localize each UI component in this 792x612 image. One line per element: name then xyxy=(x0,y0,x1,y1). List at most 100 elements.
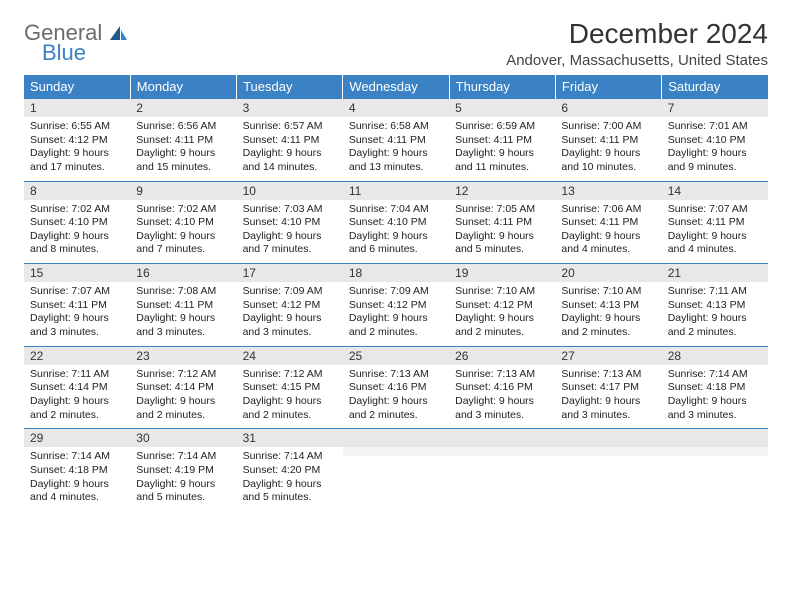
sunset-line: Sunset: 4:10 PM xyxy=(668,134,762,148)
daylight-line: Daylight: 9 hours and 2 minutes. xyxy=(349,395,443,422)
sail-icon xyxy=(108,24,128,49)
day-number: 18 xyxy=(343,264,449,282)
week-daynum-row: 15161718192021 xyxy=(24,264,768,283)
day-details: Sunrise: 7:04 AMSunset: 4:10 PMDaylight:… xyxy=(343,200,449,264)
calendar-page: General Blue December 2024 Andover, Mass… xyxy=(0,0,792,529)
daylight-line: Daylight: 9 hours and 7 minutes. xyxy=(136,230,230,257)
sunrise-line: Sunrise: 6:58 AM xyxy=(349,120,443,134)
week-content-row: Sunrise: 7:02 AMSunset: 4:10 PMDaylight:… xyxy=(24,200,768,264)
day-number-cell xyxy=(343,429,449,448)
sunrise-line: Sunrise: 7:10 AM xyxy=(455,285,549,299)
location-subtitle: Andover, Massachusetts, United States xyxy=(506,52,768,69)
daylight-line: Daylight: 9 hours and 5 minutes. xyxy=(136,478,230,505)
daylight-line: Daylight: 9 hours and 3 minutes. xyxy=(243,312,337,339)
day-details: Sunrise: 7:06 AMSunset: 4:11 PMDaylight:… xyxy=(555,200,661,264)
sunset-line: Sunset: 4:12 PM xyxy=(243,299,337,313)
daylight-line: Daylight: 9 hours and 2 minutes. xyxy=(136,395,230,422)
sunrise-line: Sunrise: 7:11 AM xyxy=(668,285,762,299)
sunrise-line: Sunrise: 7:09 AM xyxy=(243,285,337,299)
day-header: Monday xyxy=(130,75,236,99)
day-number-cell: 23 xyxy=(130,346,236,365)
sunset-line: Sunset: 4:19 PM xyxy=(136,464,230,478)
sunrise-line: Sunrise: 6:56 AM xyxy=(136,120,230,134)
sunset-line: Sunset: 4:10 PM xyxy=(30,216,124,230)
day-cell: Sunrise: 7:11 AMSunset: 4:13 PMDaylight:… xyxy=(662,282,768,346)
day-number-cell: 21 xyxy=(662,264,768,283)
day-number-cell: 27 xyxy=(555,346,661,365)
sunrise-line: Sunrise: 6:57 AM xyxy=(243,120,337,134)
day-number: 7 xyxy=(662,99,768,117)
daylight-line: Daylight: 9 hours and 17 minutes. xyxy=(30,147,124,174)
day-cell: Sunrise: 6:57 AMSunset: 4:11 PMDaylight:… xyxy=(237,117,343,181)
day-details: Sunrise: 7:11 AMSunset: 4:13 PMDaylight:… xyxy=(662,282,768,346)
week-daynum-row: 891011121314 xyxy=(24,181,768,200)
sunset-line: Sunset: 4:12 PM xyxy=(30,134,124,148)
sunset-line: Sunset: 4:11 PM xyxy=(668,216,762,230)
day-number-cell xyxy=(662,429,768,448)
sunrise-line: Sunrise: 7:09 AM xyxy=(349,285,443,299)
day-cell: Sunrise: 7:12 AMSunset: 4:14 PMDaylight:… xyxy=(130,365,236,429)
day-cell: Sunrise: 7:04 AMSunset: 4:10 PMDaylight:… xyxy=(343,200,449,264)
day-number-cell: 29 xyxy=(24,429,130,448)
sunset-line: Sunset: 4:10 PM xyxy=(349,216,443,230)
day-cell: Sunrise: 7:01 AMSunset: 4:10 PMDaylight:… xyxy=(662,117,768,181)
sunset-line: Sunset: 4:11 PM xyxy=(349,134,443,148)
daylight-line: Daylight: 9 hours and 11 minutes. xyxy=(455,147,549,174)
month-title: December 2024 xyxy=(506,18,768,50)
day-number: 21 xyxy=(662,264,768,282)
day-number-cell: 6 xyxy=(555,99,661,118)
sunrise-line: Sunrise: 7:04 AM xyxy=(349,203,443,217)
sunrise-line: Sunrise: 7:06 AM xyxy=(561,203,655,217)
day-number: 27 xyxy=(555,347,661,365)
brand-logo: General Blue xyxy=(24,22,128,64)
daylight-line: Daylight: 9 hours and 2 minutes. xyxy=(349,312,443,339)
day-details: Sunrise: 7:11 AMSunset: 4:14 PMDaylight:… xyxy=(24,365,130,429)
week-daynum-row: 293031 xyxy=(24,429,768,448)
daylight-line: Daylight: 9 hours and 4 minutes. xyxy=(668,230,762,257)
day-number-cell: 10 xyxy=(237,181,343,200)
day-details: Sunrise: 7:13 AMSunset: 4:16 PMDaylight:… xyxy=(449,365,555,429)
day-number: 19 xyxy=(449,264,555,282)
daylight-line: Daylight: 9 hours and 2 minutes. xyxy=(243,395,337,422)
sunset-line: Sunset: 4:11 PM xyxy=(30,299,124,313)
calendar-table: SundayMondayTuesdayWednesdayThursdayFrid… xyxy=(24,75,768,511)
day-details: Sunrise: 6:59 AMSunset: 4:11 PMDaylight:… xyxy=(449,117,555,181)
day-details xyxy=(343,447,449,456)
daylight-line: Daylight: 9 hours and 8 minutes. xyxy=(30,230,124,257)
day-number-cell: 5 xyxy=(449,99,555,118)
daylight-line: Daylight: 9 hours and 4 minutes. xyxy=(30,478,124,505)
daylight-line: Daylight: 9 hours and 3 minutes. xyxy=(30,312,124,339)
sunset-line: Sunset: 4:17 PM xyxy=(561,381,655,395)
daylight-line: Daylight: 9 hours and 2 minutes. xyxy=(668,312,762,339)
day-cell xyxy=(343,447,449,511)
day-details: Sunrise: 7:13 AMSunset: 4:16 PMDaylight:… xyxy=(343,365,449,429)
day-number-cell: 20 xyxy=(555,264,661,283)
day-number-cell: 17 xyxy=(237,264,343,283)
day-number: 24 xyxy=(237,347,343,365)
day-details xyxy=(662,447,768,456)
day-number: 31 xyxy=(237,429,343,447)
day-details: Sunrise: 6:58 AMSunset: 4:11 PMDaylight:… xyxy=(343,117,449,181)
sunset-line: Sunset: 4:12 PM xyxy=(455,299,549,313)
day-header: Tuesday xyxy=(237,75,343,99)
day-header: Sunday xyxy=(24,75,130,99)
sunrise-line: Sunrise: 7:07 AM xyxy=(668,203,762,217)
day-number: 17 xyxy=(237,264,343,282)
daylight-line: Daylight: 9 hours and 2 minutes. xyxy=(561,312,655,339)
day-cell: Sunrise: 7:13 AMSunset: 4:16 PMDaylight:… xyxy=(449,365,555,429)
day-details: Sunrise: 7:09 AMSunset: 4:12 PMDaylight:… xyxy=(237,282,343,346)
page-header: General Blue December 2024 Andover, Mass… xyxy=(24,18,768,69)
week-content-row: Sunrise: 7:07 AMSunset: 4:11 PMDaylight:… xyxy=(24,282,768,346)
day-cell xyxy=(555,447,661,511)
day-cell: Sunrise: 7:10 AMSunset: 4:12 PMDaylight:… xyxy=(449,282,555,346)
day-number: 3 xyxy=(237,99,343,117)
day-number-cell: 15 xyxy=(24,264,130,283)
day-number: 28 xyxy=(662,347,768,365)
day-number-cell: 9 xyxy=(130,181,236,200)
day-number-cell: 4 xyxy=(343,99,449,118)
sunrise-line: Sunrise: 7:12 AM xyxy=(136,368,230,382)
daylight-line: Daylight: 9 hours and 14 minutes. xyxy=(243,147,337,174)
day-number: 9 xyxy=(130,182,236,200)
sunrise-line: Sunrise: 7:03 AM xyxy=(243,203,337,217)
week-content-row: Sunrise: 7:14 AMSunset: 4:18 PMDaylight:… xyxy=(24,447,768,511)
